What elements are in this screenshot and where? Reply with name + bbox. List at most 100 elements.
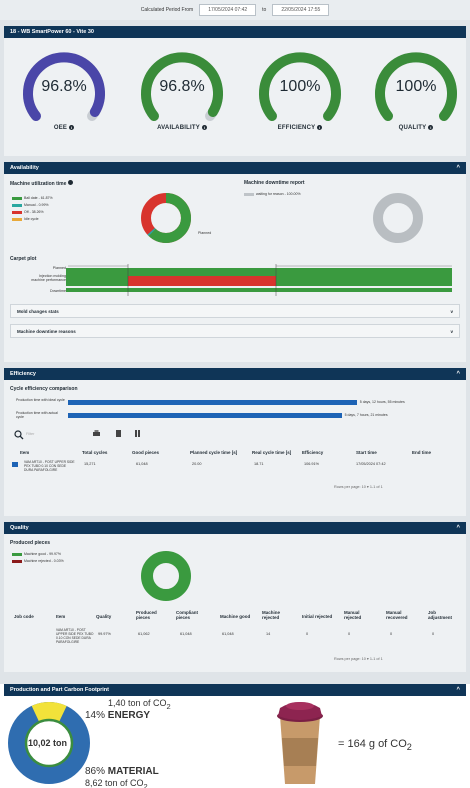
footprint-total: 10,02 ton	[28, 738, 68, 748]
downtime-reasons-label: Machine downtime reasons	[17, 328, 76, 334]
chevron-down-icon[interactable]: v	[450, 328, 453, 334]
col-real-cycle[interactable]: Real cycle time [s]	[252, 450, 292, 455]
availability-title: Availability	[10, 165, 39, 171]
legend-label: Machine good - 99.97%	[24, 552, 61, 556]
col-manual-recovered[interactable]: Manual recovered	[386, 610, 408, 620]
gauge-quality-text: QUALITY	[398, 125, 427, 132]
legend-item: Off - 38.26%	[12, 210, 44, 214]
efficiency-header[interactable]: Efficiency ^	[4, 368, 466, 380]
downtime-reasons-section[interactable]: Machine downtime reasons v	[10, 324, 460, 338]
cup-text: = 164 g of CO	[338, 738, 407, 750]
gauge-availability-ring	[141, 52, 223, 121]
pager[interactable]: Rows per page: 10 ▾ 1-1 of 1	[334, 657, 383, 661]
search-icon[interactable]	[14, 430, 24, 440]
col-end-time[interactable]: End time	[412, 450, 432, 455]
pager[interactable]: Rows per page: 10 ▾ 1-1 of 1	[334, 485, 383, 489]
col-job-adjustment[interactable]: Job adjustment	[428, 610, 453, 620]
period-to-input[interactable]: 22/05/2024 17:55	[272, 4, 330, 16]
carpet-title: Carpet plot	[10, 256, 37, 262]
export-icon[interactable]	[114, 429, 123, 438]
legend-swatch	[12, 203, 22, 207]
carpet-plot	[66, 264, 452, 296]
footprint-title: Production and Part Carbon Footprint	[10, 687, 109, 693]
availability-header[interactable]: Availability ^	[4, 162, 466, 174]
downtime-legend: waiting for reason - 100.00%	[244, 192, 301, 196]
col-produced[interactable]: Produced pieces	[136, 610, 157, 620]
info-icon[interactable]: i	[428, 125, 434, 130]
carpet-row-label: Injection molding machine performance	[31, 274, 66, 282]
chevron-up-icon[interactable]: ^	[456, 687, 460, 693]
bar-actual	[68, 413, 342, 418]
material-share: 86% MATERIAL	[85, 766, 159, 777]
footprint-panel: Production and Part Carbon Footprint ^ 1…	[0, 684, 470, 788]
legend-item: Manual - 0.99%	[12, 203, 49, 207]
utilization-title-text: Machine utilization time	[10, 181, 67, 187]
bar-label-actual: Production time with actual cycle	[16, 411, 58, 419]
info-icon[interactable]	[67, 180, 73, 185]
period-from-input[interactable]: 17/05/2024 07:42	[199, 4, 257, 16]
legend-label: Ball date - 61.87%	[24, 196, 53, 200]
col-machine-rejected[interactable]: Machine rejected	[262, 610, 281, 620]
col-manual-rejected[interactable]: Manual rejected	[344, 610, 362, 620]
legend-swatch	[12, 552, 22, 556]
mold-changes-section[interactable]: Mold changes stats v	[10, 304, 460, 318]
col-good-pieces[interactable]: Good pieces	[132, 450, 160, 455]
legend-label: Idle cycle	[24, 217, 39, 221]
cell-machine-good: 61,048	[222, 632, 234, 636]
legend-swatch	[244, 192, 254, 196]
legend-label: Manual - 0.99%	[24, 203, 49, 207]
legend-swatch	[12, 210, 22, 214]
col-efficiency[interactable]: Efficiency	[302, 450, 324, 455]
period-to-label: to	[262, 7, 267, 13]
energy-pct: 14%	[85, 710, 106, 721]
utilization-title: Machine utilization time	[10, 180, 73, 187]
gauge-efficiency-label: EFFICIENCY i	[252, 125, 348, 131]
col-total-cycles[interactable]: Total cycles	[82, 450, 108, 455]
col-item[interactable]: Item	[56, 614, 66, 619]
footprint-header[interactable]: Production and Part Carbon Footprint ^	[4, 684, 466, 696]
columns-icon[interactable]	[134, 429, 143, 438]
info-icon[interactable]: i	[201, 125, 207, 130]
co2-subscript: 2	[166, 701, 171, 711]
col-start-time[interactable]: Start time	[356, 450, 377, 455]
col-job-code[interactable]: Job code	[14, 614, 34, 619]
cell-good-pieces: 61,048	[136, 462, 148, 466]
col-machine-good[interactable]: Machine good	[220, 614, 251, 619]
print-icon[interactable]	[92, 429, 101, 438]
produced-donut	[141, 551, 191, 601]
info-icon[interactable]: i	[69, 125, 75, 130]
col-quality[interactable]: Quality	[96, 614, 112, 619]
gauge-quality: 100% QUALITY i	[368, 48, 464, 131]
period-from-label: Calculated Period From	[140, 7, 194, 13]
period-bar: Calculated Period From 17/05/2024 07:42 …	[0, 0, 470, 20]
energy-amount-text: 1,40 ton of CO	[108, 698, 167, 708]
carpet-row-label: Downtime	[50, 289, 66, 293]
bar-label-ideal: Production time with ideal cycle	[16, 398, 65, 402]
bar-value-actual: 5 days, 7 hours, 21 minutes	[344, 413, 388, 417]
chevron-up-icon[interactable]: ^	[456, 371, 460, 377]
quality-header[interactable]: Quality ^	[4, 522, 466, 534]
search-input[interactable]: Filter	[26, 432, 35, 436]
machine-header: 18 - WB SmartPower 60 - Vite 30	[4, 26, 466, 38]
col-item[interactable]: Item	[20, 450, 30, 455]
chevron-up-icon[interactable]: ^	[456, 525, 460, 531]
downtime-title: Machine downtime report	[244, 180, 305, 186]
chevron-up-icon[interactable]: ^	[456, 165, 460, 171]
gauge-availability-value: 96.8%	[159, 78, 205, 95]
gauge-efficiency-text: EFFICIENCY	[277, 125, 316, 132]
info-icon[interactable]: i	[317, 125, 323, 130]
gauge-oee-value: 96.8%	[41, 78, 87, 95]
col-planned-cycle[interactable]: Planned cycle time [s]	[190, 450, 238, 455]
bar-value-ideal: 5 days, 12 hours, 55 minutes	[359, 400, 405, 404]
chevron-down-icon[interactable]: v	[450, 308, 453, 314]
cell-efficiency: 106.91%	[304, 462, 319, 466]
material-amount-text: 8,62 ton of CO	[85, 778, 144, 788]
quality-panel: Produced pieces Machine good - 99.97% Ma…	[4, 534, 466, 672]
machine-title: 18 - WB SmartPower 60 - Vite 30	[10, 29, 94, 35]
utilization-donut	[141, 193, 191, 243]
legend-swatch	[12, 217, 22, 221]
energy-amount: 1,40 ton of CO2	[108, 698, 171, 711]
col-compliant[interactable]: Compliant pieces	[176, 610, 198, 620]
quality-title: Quality	[10, 525, 29, 531]
col-initial-rejected[interactable]: Initial rejected	[302, 614, 333, 619]
